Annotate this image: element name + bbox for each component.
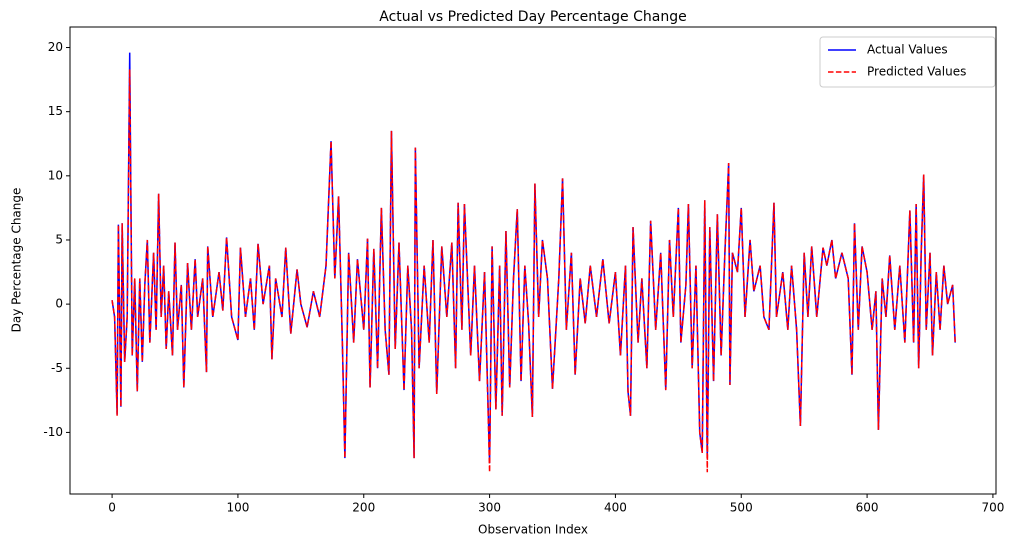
x-tick-label: 500 xyxy=(730,501,753,515)
y-tick-label: -10 xyxy=(43,425,63,439)
x-tick-label: 100 xyxy=(226,501,249,515)
x-tick-label: 400 xyxy=(604,501,627,515)
y-tick-label: 20 xyxy=(48,40,63,54)
y-tick-label: 15 xyxy=(48,104,63,118)
plot-frame xyxy=(69,26,997,495)
x-tick-label: 0 xyxy=(108,501,116,515)
x-axis-label: Observation Index xyxy=(478,523,588,537)
chart-title: Actual vs Predicted Day Percentage Chang… xyxy=(379,9,686,25)
y-tick-label: 5 xyxy=(55,232,63,246)
legend-box xyxy=(819,36,996,88)
x-tick-label: 600 xyxy=(856,501,879,515)
y-tick-label: -5 xyxy=(51,361,63,375)
legend-label: Predicted Values xyxy=(867,65,966,79)
x-tick-label: 700 xyxy=(981,501,1004,515)
series-line xyxy=(111,69,956,473)
legend-label: Actual Values xyxy=(867,43,948,57)
x-tick-label: 300 xyxy=(478,501,501,515)
y-axis-label: Day Percentage Change xyxy=(10,188,24,333)
y-tick-label: 10 xyxy=(48,168,63,182)
y-tick-label: 0 xyxy=(55,297,63,311)
x-tick-label: 200 xyxy=(352,501,375,515)
